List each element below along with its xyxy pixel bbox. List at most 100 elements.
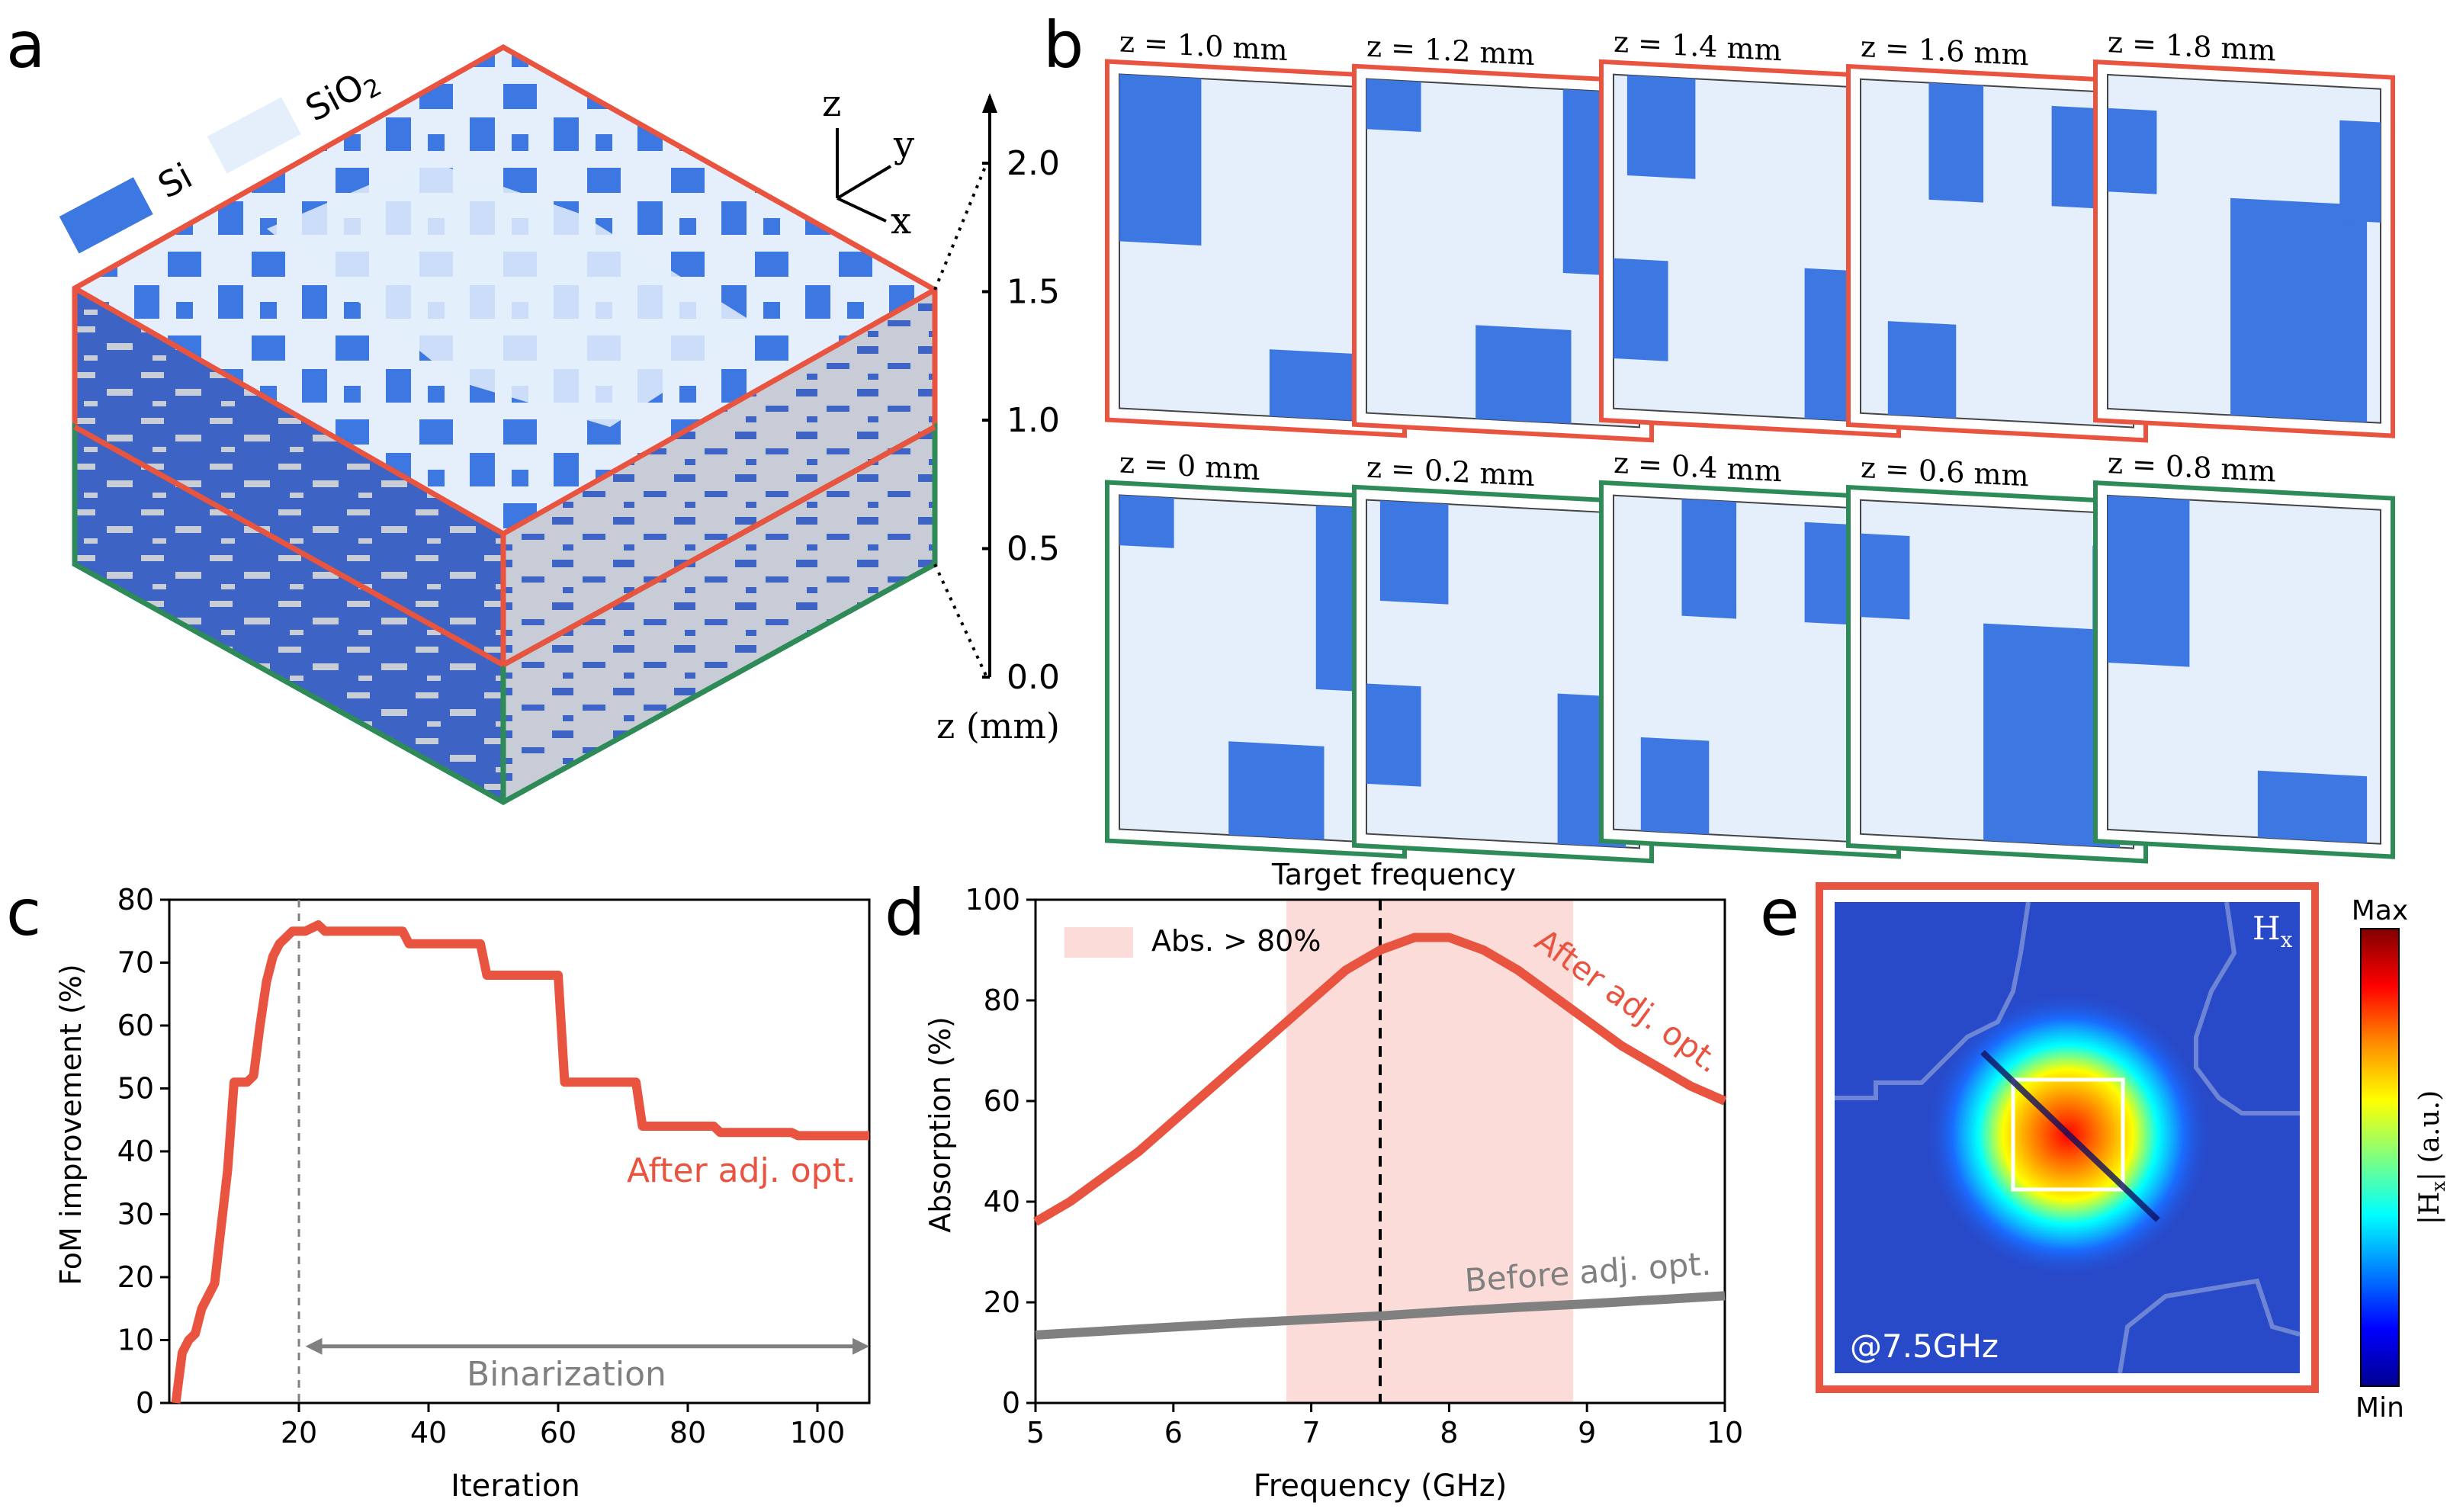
field-diagonal bbox=[1980, 1050, 2160, 1222]
field-component-label: Hx bbox=[2253, 910, 2293, 952]
chart-c-ytick-label: 60 bbox=[117, 1009, 154, 1042]
slice-panel: z = 1.6 mm bbox=[1846, 30, 2148, 443]
chart-c-ytick-label: 50 bbox=[117, 1072, 154, 1106]
chart-c-arrowhead-right bbox=[853, 1337, 869, 1355]
panel-label-b: b bbox=[1043, 8, 1084, 82]
chart-d-ytick-label: 20 bbox=[984, 1286, 1020, 1319]
colorbar-title-close: | (a.u.) bbox=[2414, 1090, 2445, 1181]
colorbar bbox=[2360, 928, 2400, 1387]
block-top-layer-right bbox=[503, 290, 935, 665]
slice-si-region bbox=[1119, 495, 1174, 548]
axis-triad bbox=[836, 128, 892, 223]
chart-c-xlabel: Iteration bbox=[451, 1469, 580, 1504]
slice-label: z = 0.6 mm bbox=[1861, 451, 2029, 493]
slice-si-region bbox=[1614, 258, 1668, 361]
chart-c-xtick-label: 40 bbox=[410, 1416, 447, 1449]
slice-si-region bbox=[1887, 321, 1957, 419]
slice-label: z = 0.2 mm bbox=[1366, 451, 1535, 493]
chart-c: 20 40 60 80 100 0 10 20 30 40 50 60 70 80 bbox=[117, 883, 871, 1449]
chart-d-series-line bbox=[1035, 1291, 1726, 1340]
field-component-sub: x bbox=[2281, 927, 2293, 952]
slice-si-region bbox=[2257, 770, 2368, 843]
z-bar-dotted-bottom bbox=[933, 563, 988, 678]
triad-z-label: z bbox=[822, 82, 841, 125]
panel-label-e: e bbox=[1760, 875, 1800, 950]
slice-si-region bbox=[1119, 74, 1202, 246]
chart-c-xtick-label: 100 bbox=[790, 1416, 846, 1449]
top-layer-lower-edge-right bbox=[502, 424, 936, 668]
chart-d-xtick-label: 6 bbox=[1164, 1416, 1183, 1449]
top-layer-edge-front bbox=[73, 285, 505, 537]
slice-panel: z = 1.2 mm bbox=[1352, 30, 1654, 443]
slice-panel: z = 0 mm bbox=[1105, 445, 1407, 859]
top-layer-edge-right bbox=[502, 287, 936, 537]
field-boundary-right bbox=[2194, 901, 2300, 1116]
colorbar-title-open: |H bbox=[2414, 1192, 2445, 1225]
slice-si-region bbox=[1379, 500, 1449, 605]
chart-d-legend-swatch bbox=[1064, 927, 1133, 958]
slice-si-region bbox=[1228, 741, 1325, 840]
block-bottom-layer-right bbox=[503, 427, 935, 802]
top-layer-lower-edge bbox=[73, 424, 505, 668]
slice-si-region bbox=[1366, 683, 1421, 787]
chart-c-ytick-label: 40 bbox=[117, 1135, 154, 1168]
chart-d-ytick-label: 80 bbox=[984, 984, 1020, 1017]
chart-d-series-line bbox=[1032, 933, 1727, 1226]
triad-y-label: y bbox=[893, 124, 914, 166]
block-top-highlight bbox=[267, 160, 763, 427]
panel-label-c: c bbox=[6, 875, 41, 950]
chart-c-ytick-label: 0 bbox=[136, 1386, 154, 1420]
slice-si-region bbox=[2339, 120, 2381, 223]
z-bar-arrowhead bbox=[982, 93, 997, 113]
triad-x-axis bbox=[836, 197, 887, 223]
panel-e: e Hx @7.5GHz Max Min |Hx| (a.u.) bbox=[1760, 875, 2449, 1424]
panel-label-a: a bbox=[6, 8, 45, 82]
chart-d-xtick-label: 5 bbox=[1026, 1416, 1045, 1449]
legend-sio2-swatch bbox=[207, 97, 301, 174]
chart-c-ylabel: FoM improvement (%) bbox=[54, 964, 88, 1285]
slice-panel: z = 1.8 mm bbox=[2093, 25, 2395, 438]
slice-panel: z = 1.0 mm bbox=[1105, 24, 1407, 438]
slice-panel: z = 0.8 mm bbox=[2093, 446, 2395, 859]
chart-c-arrowhead-left bbox=[305, 1337, 323, 1355]
chart-c-series-line bbox=[171, 920, 869, 1404]
slice-si-region bbox=[1928, 82, 1984, 203]
chart-d-xtick-label: 9 bbox=[1578, 1416, 1596, 1449]
chart-c-ytick-label: 20 bbox=[117, 1260, 154, 1294]
chart-d-xtick-label: 7 bbox=[1302, 1416, 1321, 1449]
colorbar-title: |Hx| (a.u.) bbox=[2414, 1090, 2449, 1225]
triad-x-label: x bbox=[891, 200, 911, 242]
slice-si-region bbox=[1269, 349, 1379, 422]
field-boundary-left bbox=[1835, 901, 2031, 1100]
slice-si-region bbox=[2108, 495, 2190, 667]
chart-c-xtick-label: 20 bbox=[281, 1416, 317, 1449]
slice-label: z = 1.0 mm bbox=[1119, 24, 1288, 67]
slice-panel: z = 0.2 mm bbox=[1352, 451, 1654, 864]
z-bar-tick-label: 1.0 bbox=[1007, 401, 1060, 440]
chart-d-ytick-label: 100 bbox=[965, 883, 1020, 917]
triad-y-axis bbox=[836, 165, 892, 200]
chart-c-arrow-label: Binarization bbox=[467, 1355, 666, 1394]
slice-label: z = 0.8 mm bbox=[2108, 446, 2276, 489]
slice-stack: z = 1.0 mm z = 1.2 mm z = 1.4 mm z = 1.6 mm… bbox=[1105, 24, 2395, 864]
field-boundary-bottom bbox=[2118, 1278, 2301, 1374]
panel-b: b z = 1.0 mm z = 1.2 mm z = 1.4 mm z = 1.6 … bbox=[1043, 8, 2395, 864]
chart-d-xtick-label: 10 bbox=[1707, 1416, 1743, 1449]
block-3d bbox=[72, 43, 938, 805]
slice-si-region bbox=[2230, 197, 2368, 422]
chart-c-ytick-label: 70 bbox=[117, 946, 154, 980]
chart-d-ytick-label: 40 bbox=[984, 1185, 1020, 1218]
chart-c-ytick-label: 80 bbox=[117, 883, 154, 917]
chart-c-xtick-label: 80 bbox=[669, 1416, 706, 1449]
legend-sio2-text: SiO bbox=[299, 65, 371, 129]
slice-label: z = 1.8 mm bbox=[2108, 25, 2276, 68]
chart-c-ytick-label: 10 bbox=[117, 1324, 154, 1357]
field-frequency-label: @7.5GHz bbox=[1850, 1327, 1999, 1365]
slice-label: z = 0 mm bbox=[1119, 445, 1260, 486]
slice-si-region bbox=[1475, 325, 1572, 424]
slice-si-region bbox=[1366, 79, 1421, 133]
slice-si-region bbox=[1626, 75, 1696, 179]
chart-c-ytick-label: 30 bbox=[117, 1198, 154, 1231]
